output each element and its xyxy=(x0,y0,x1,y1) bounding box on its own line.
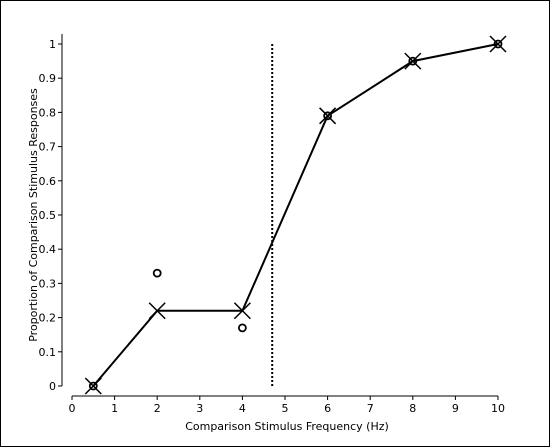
x-tick-label: 3 xyxy=(196,402,203,415)
x-tick-label: 8 xyxy=(409,402,416,415)
x-marker-stroke xyxy=(489,35,507,53)
x-marker xyxy=(319,107,337,125)
x-tick-label: 7 xyxy=(367,402,374,415)
x-marker xyxy=(233,302,251,320)
circle-marker xyxy=(408,56,418,66)
x-tick-label: 6 xyxy=(324,402,331,415)
y-tick-label: 0.5 xyxy=(39,209,57,222)
y-tick-label: 0.9 xyxy=(39,72,57,85)
circle-marker xyxy=(323,111,333,121)
x-tick-label: 2 xyxy=(154,402,161,415)
circle-marker xyxy=(152,268,162,278)
x-tick-label: 0 xyxy=(69,402,76,415)
y-tick-label: 1 xyxy=(49,38,56,51)
y-tick-label: 0.7 xyxy=(39,141,57,154)
circle-marker xyxy=(493,39,503,49)
y-tick-label: 0.6 xyxy=(39,175,57,188)
y-tick-label: 0.4 xyxy=(39,243,57,256)
x-tick-label: 1 xyxy=(111,402,118,415)
x-marker-stroke xyxy=(84,377,102,395)
axes: 0 1 2 3 4 5 6 7 8 9 10 0 0.1 0.2 0.3 0.4 0.5 0.6 0.7 0.8 0.9… xyxy=(39,34,505,415)
x-marker xyxy=(404,52,422,70)
y-tick-label: 0.3 xyxy=(39,277,57,290)
series-group xyxy=(84,35,507,395)
x-marker xyxy=(84,377,102,395)
x-marker xyxy=(148,302,166,320)
x-marker-stroke xyxy=(233,302,251,320)
circle-marker xyxy=(237,323,247,333)
y-axis-title: Proportion of Comparison Stimulus Respon… xyxy=(27,88,40,342)
x-tick-label: 9 xyxy=(452,402,459,415)
x-marker xyxy=(489,35,507,53)
y-tick-label: 0.2 xyxy=(39,312,57,325)
circle-marker xyxy=(88,381,98,391)
series-line xyxy=(92,43,499,387)
y-tick-label: 0 xyxy=(49,380,56,393)
x-marker-stroke xyxy=(319,107,337,125)
x-marker-stroke xyxy=(148,302,166,320)
x-tick-label: 5 xyxy=(282,402,289,415)
x-axis-title: Comparison Stimulus Frequency (Hz) xyxy=(185,420,389,433)
x-tick-label: 4 xyxy=(239,402,246,415)
x-marker-stroke xyxy=(404,52,422,70)
x-tick-label: 10 xyxy=(491,402,505,415)
y-tick-label: 0.1 xyxy=(39,346,57,359)
y-tick-label: 0.8 xyxy=(39,106,57,119)
